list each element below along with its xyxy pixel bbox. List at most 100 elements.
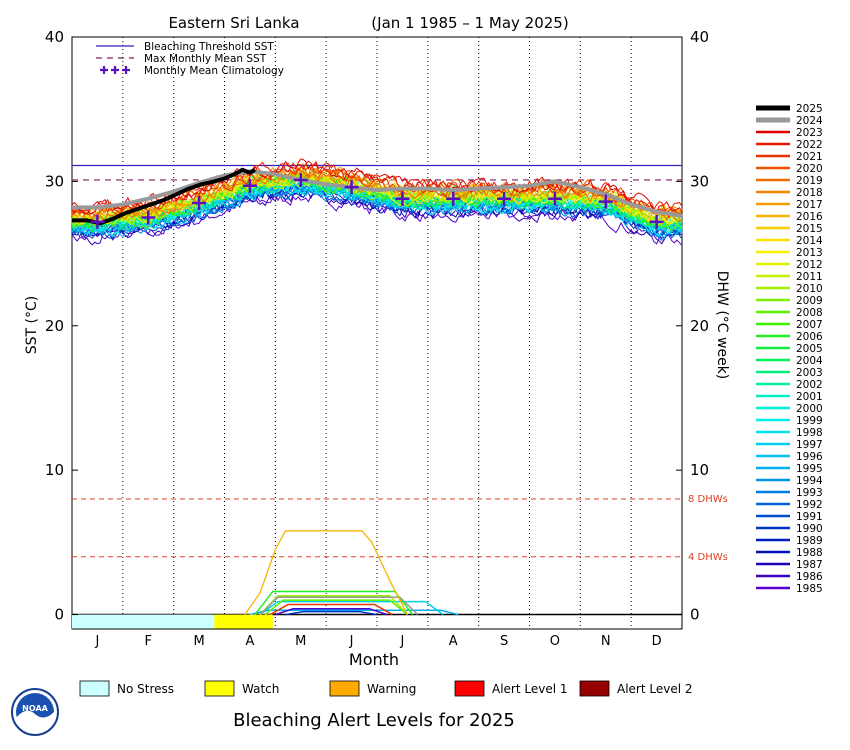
climatology-marker <box>141 210 156 225</box>
noaa-logo: NOAA <box>11 688 59 736</box>
left-tick-label: 20 <box>45 317 64 335</box>
dhw-line <box>254 590 414 616</box>
alert-swatch-label: Warning <box>367 682 416 696</box>
legend-plus-marker <box>122 66 130 74</box>
month-label: J <box>94 634 99 649</box>
sst-line-2019 <box>71 166 683 223</box>
year-legend-label: 2015 <box>796 223 823 235</box>
alert-swatch-label: Alert Level 2 <box>617 682 693 696</box>
year-legend-label: 2002 <box>796 379 823 391</box>
right-tick-label: 10 <box>690 461 709 479</box>
year-legend-label: 2005 <box>796 343 823 355</box>
month-label: M <box>193 634 204 649</box>
dhw-line <box>259 600 444 616</box>
alert-level-bar <box>72 614 682 630</box>
right-tick-label: 0 <box>690 606 700 624</box>
year-legend-label: 1988 <box>796 547 823 559</box>
alert-swatch-label: No Stress <box>117 682 174 696</box>
year-legend-label: 2011 <box>796 271 823 283</box>
dhw-line-2016 <box>244 530 409 615</box>
year-legend-label: 2003 <box>796 367 823 379</box>
year-legend-label: 2024 <box>796 115 823 127</box>
month-label: A <box>245 634 254 649</box>
chart-title-region: Eastern Sri Lanka <box>168 14 299 32</box>
left-tick-label: 40 <box>45 28 64 46</box>
dhw-line <box>259 596 419 616</box>
year-legend-label: 1989 <box>796 535 823 547</box>
year-legend-label: 2023 <box>796 127 823 139</box>
year-legend-label: 2016 <box>796 211 823 223</box>
climatology-marker <box>90 214 105 229</box>
y-axis-left-label: SST (°C) <box>24 296 40 354</box>
climatology-marker <box>497 191 512 206</box>
alert-swatch <box>79 680 110 697</box>
right-tick-label: 40 <box>690 28 709 46</box>
sst-line-1993 <box>71 181 683 242</box>
left-axis-ticks: 0 10 20 30 40 <box>45 28 78 624</box>
alert-swatch <box>204 680 235 697</box>
month-label: J <box>349 634 354 649</box>
legend-mmm-label: Max Monthly Mean SST <box>144 53 267 65</box>
year-legend-label: 1991 <box>796 511 823 523</box>
year-legend-label: 2022 <box>796 139 823 151</box>
year-legend-label: 2013 <box>796 247 823 259</box>
year-legend-label: 2001 <box>796 391 823 403</box>
year-legend-label: 2010 <box>796 283 823 295</box>
climatology-marker <box>649 214 664 229</box>
dhw-reference-label: 8 DHWs <box>688 494 728 505</box>
year-legend-label: 1998 <box>796 427 823 439</box>
climatology-marker <box>242 178 257 193</box>
month-label: A <box>449 634 458 649</box>
sst-series-group <box>71 158 683 246</box>
legend-plus-marker <box>100 66 108 74</box>
year-legend-label: 2009 <box>796 295 823 307</box>
inner-legend: Bleaching Threshold SST Max Monthly Mean… <box>96 41 284 77</box>
sst-line-2018 <box>71 167 683 223</box>
month-label: S <box>500 634 508 649</box>
alert-swatch <box>454 680 485 697</box>
sst-line-2024 <box>72 169 683 218</box>
climatology-marker <box>192 196 207 211</box>
left-tick-label: 10 <box>45 461 64 479</box>
year-legend-label: 1994 <box>796 475 823 487</box>
year-legend-label: 2018 <box>796 187 823 199</box>
alert-levels-legend: No Stress Watch Warning Alert Level 1 Alert … <box>79 680 693 697</box>
legend-threshold-label: Bleaching Threshold SST <box>144 41 274 53</box>
year-legend-label: 1985 <box>796 583 823 595</box>
month-label: M <box>295 634 306 649</box>
dhw-line <box>275 608 388 616</box>
legend-climatology-markers <box>100 66 130 74</box>
month-label: O <box>550 634 560 649</box>
year-legend-label: 2021 <box>796 151 823 163</box>
year-legend-label: 2019 <box>796 175 823 187</box>
dhw-line <box>285 610 378 616</box>
dhw-line <box>249 609 459 616</box>
year-legend-label: 1997 <box>796 439 823 451</box>
climatology-marker <box>598 194 613 209</box>
year-legend-label: 2012 <box>796 259 823 271</box>
year-legend-label: 2004 <box>796 355 823 367</box>
alert-swatch-label: Watch <box>242 682 279 696</box>
sst-line-2017 <box>71 163 683 217</box>
alert-legend-title: Bleaching Alert Levels for 2025 <box>233 710 515 731</box>
year-legend-label: 2025 <box>796 103 823 115</box>
dhw-reference-label: 4 DHWs <box>688 552 728 563</box>
year-legend-label: 2007 <box>796 319 823 331</box>
legend-plus-marker <box>111 66 119 74</box>
year-legend-label: 2017 <box>796 199 823 211</box>
right-axis-ticks: 0 10 20 30 40 <box>676 28 709 624</box>
alert-swatch-label: Alert Level 1 <box>492 682 568 696</box>
y-axis-right-label: DHW (°C week) <box>714 271 730 380</box>
climatology-marker <box>547 191 562 206</box>
noaa-logo-text: NOAA <box>22 704 48 713</box>
month-label: N <box>601 634 611 649</box>
year-legend-label: 1990 <box>796 523 823 535</box>
dhw-series-group <box>244 530 459 616</box>
right-tick-label: 20 <box>690 317 709 335</box>
climatology-marker <box>446 191 461 206</box>
dhw-line <box>269 603 393 616</box>
month-label: F <box>145 634 152 649</box>
left-tick-label: 0 <box>54 606 64 624</box>
month-label: D <box>652 634 662 649</box>
right-tick-label: 30 <box>690 172 709 190</box>
